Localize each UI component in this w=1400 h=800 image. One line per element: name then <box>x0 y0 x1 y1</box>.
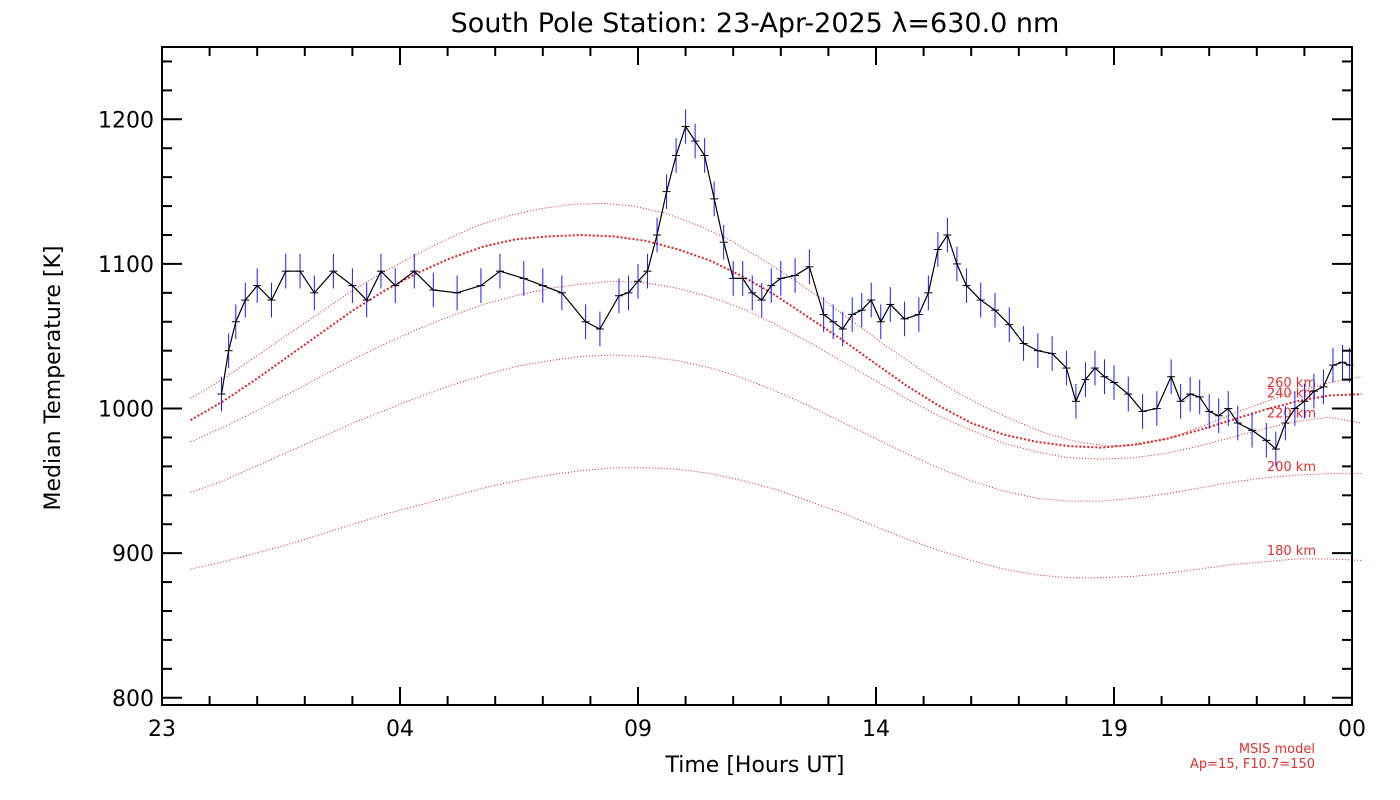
footnote-model: MSIS model <box>1239 742 1315 757</box>
x-tick-label: 19 <box>1100 717 1128 742</box>
model-curve-label: 200 km <box>1267 460 1316 475</box>
model-curve <box>190 467 1362 579</box>
data-series <box>217 125 1354 451</box>
model-curve <box>190 354 1362 502</box>
x-tick-label: 04 <box>386 717 414 742</box>
y-tick-label: 800 <box>112 687 154 712</box>
model-curve <box>190 233 1362 449</box>
model-curve <box>190 202 1362 447</box>
x-tick-label: 23 <box>148 717 176 742</box>
chart-title: South Pole Station: 23-Apr-2025 λ=630.0 … <box>451 8 1060 39</box>
axes: 23 04 09 14 19 00 800 900 1000 1100 1200 <box>98 46 1366 742</box>
y-axis-label: Median Temperature [K] <box>41 246 66 511</box>
model-curve-label: 240 km <box>1267 386 1316 401</box>
plot-frame <box>161 46 1353 706</box>
y-tick-label: 1000 <box>98 398 154 423</box>
x-tick-label: 00 <box>1338 717 1366 742</box>
x-tick-label: 09 <box>624 717 652 742</box>
model-curve-label: 260 km <box>1267 376 1316 391</box>
y-tick-label: 1200 <box>98 108 154 133</box>
x-axis-label: Time [Hours UT] <box>665 753 845 778</box>
y-tick-label: 900 <box>112 542 154 567</box>
x-tick-label: 14 <box>862 717 890 742</box>
y-tick-label: 1100 <box>98 253 154 278</box>
model-curve <box>190 280 1362 460</box>
footnote-params: Ap=15, F10.7=150 <box>1190 757 1315 772</box>
model-curve-label: 180 km <box>1267 544 1316 559</box>
